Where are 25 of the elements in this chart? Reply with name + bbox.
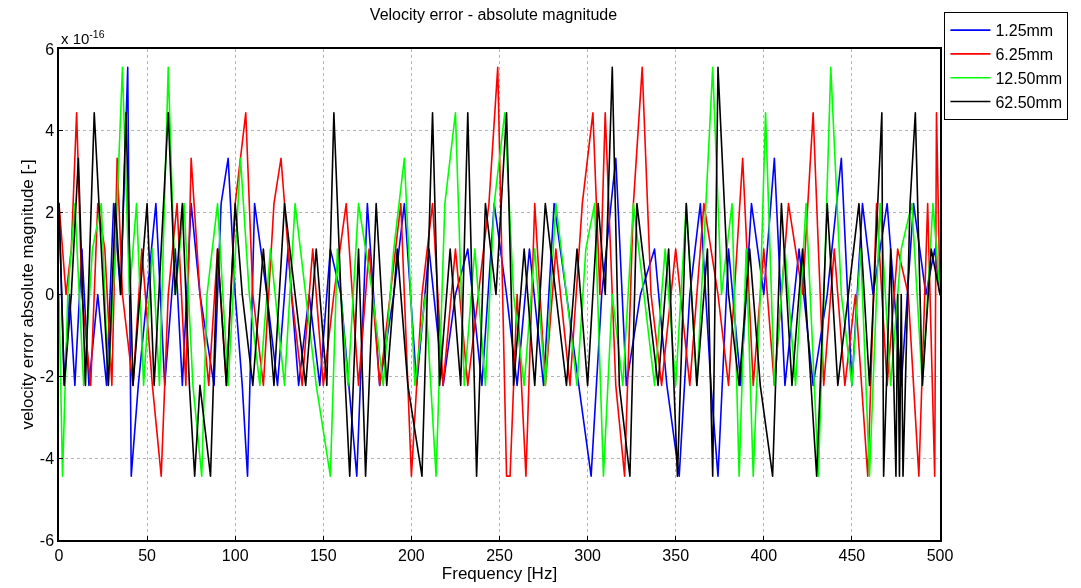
chart-title: Velocity error - absolute magnitude <box>369 6 618 24</box>
y-tick-label: 4 <box>45 122 55 140</box>
legend-label: 62.50mm <box>995 93 1063 111</box>
legend-label: 6.25mm <box>995 46 1054 64</box>
y-tick-label: 6 <box>45 40 55 58</box>
x-tick-label: 200 <box>398 546 425 564</box>
x-tick-label: 250 <box>486 546 513 564</box>
x-axis-title: Frequency [Hz] <box>441 563 558 583</box>
y-tick-label: -6 <box>39 531 55 549</box>
y-tick-label: -2 <box>39 367 55 385</box>
x-tick-label: 150 <box>309 546 337 564</box>
x-tick-label: 450 <box>838 546 866 564</box>
x-tick-label: 350 <box>662 546 690 564</box>
x-tick-label: 500 <box>926 546 954 564</box>
y-tick-label: 0 <box>45 286 55 304</box>
y-tick-label: 2 <box>45 204 55 222</box>
x-tick-label: 300 <box>574 546 602 564</box>
legend-label: 12.50mm <box>995 69 1063 87</box>
y-axis-title: velocity error absolute magnitude [-] <box>17 159 37 430</box>
x-tick-label: 100 <box>221 546 249 564</box>
legend-label: 1.25mm <box>995 22 1054 40</box>
text: x 10$^{-16}$ <box>61 28 105 48</box>
y-tick-label: -4 <box>39 449 55 467</box>
x-tick-label: 50 <box>138 546 157 564</box>
x-tick-label: 400 <box>750 546 778 564</box>
